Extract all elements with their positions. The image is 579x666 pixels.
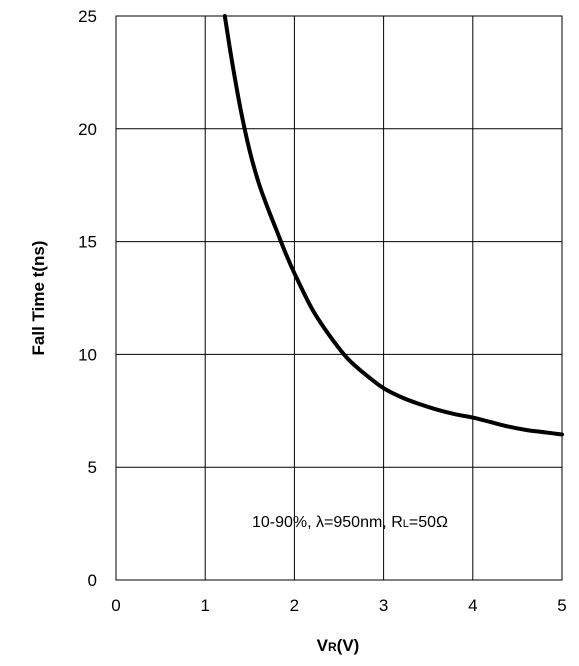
y-tick-label: 10: [78, 345, 97, 364]
x-axis-ticks: 0 1 2 3 4 5: [111, 596, 566, 615]
x-tick-label: 0: [111, 596, 120, 615]
y-tick-label: 25: [78, 7, 97, 26]
fall-time-curve: [222, 14, 564, 437]
plot-frame: [115, 15, 563, 581]
x-tick-label: 1: [200, 596, 209, 615]
grid: [116, 16, 562, 580]
y-tick-label: 20: [78, 120, 97, 139]
x-tick-label: 3: [379, 596, 388, 615]
x-tick-label: 5: [557, 596, 566, 615]
y-axis-ticks: 0 5 10 15 20 25: [78, 7, 97, 590]
y-tick-label: 5: [88, 458, 97, 477]
measurement-conditions-annotation: 10-90%, λ=950nm, RL=50Ω: [252, 514, 448, 531]
y-tick-label: 0: [88, 571, 97, 590]
x-tick-label: 2: [290, 596, 299, 615]
y-tick-label: 15: [78, 233, 97, 252]
y-axis-label: Fall Time t(ns): [29, 241, 48, 356]
x-tick-label: 4: [468, 596, 477, 615]
x-axis-label: VR(V): [317, 636, 360, 655]
